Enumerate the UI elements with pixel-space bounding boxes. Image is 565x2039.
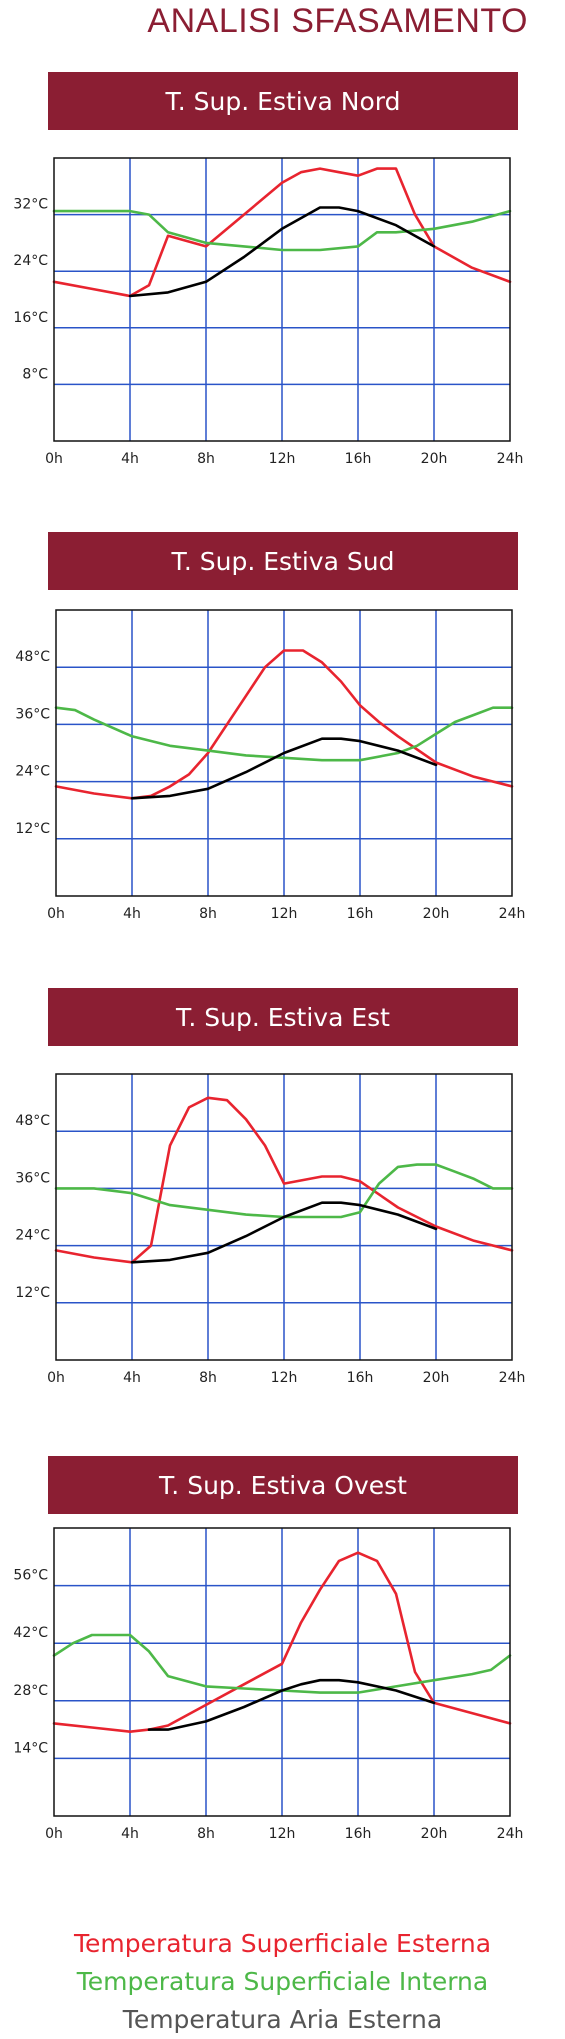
y-tick-label: 48°C [15, 1113, 50, 1129]
x-tick-label: 8h [199, 1370, 217, 1386]
chart-nord: 0h 4h 8h 12h 16h 20h 24h 8°C 16°C 24°C 32°C [13, 157, 524, 467]
legend-external-air: Temperatura Aria Esterna [122, 2005, 443, 2034]
x-tick-label: 8h [197, 451, 215, 467]
x-tick-label: 24h [499, 906, 526, 922]
plot-frame [55, 1073, 513, 1361]
x-tick-label: 0h [47, 906, 65, 922]
chart-title-ovest: T. Sup. Estiva Ovest [48, 1456, 518, 1514]
x-tick-label: 0h [45, 451, 63, 467]
chart-sud: 0h 4h 8h 12h 16h 20h 24h 12°C 24°C 36°C 48°C [15, 609, 526, 922]
series-line-external-surface [52, 1551, 512, 1733]
x-tick-label: 20h [423, 906, 450, 922]
series-line-external-air [130, 1201, 438, 1264]
x-tick-label: 20h [421, 1826, 448, 1842]
x-tick-label: 16h [347, 906, 374, 922]
x-tick-label: 24h [499, 1370, 526, 1386]
chart-ovest: 0h 4h 8h 12h 16h 20h 24h 14°C 28°C 42°C 56°C [13, 1527, 524, 1842]
x-tick-label: 8h [197, 1826, 215, 1842]
y-tick-label: 28°C [13, 1683, 48, 1699]
series-line-internal-surface [52, 209, 512, 252]
series-line-external-air [128, 206, 436, 298]
x-tick-label: 4h [123, 1370, 141, 1386]
y-tick-label: 16°C [13, 310, 48, 326]
x-tick-label: 16h [345, 451, 372, 467]
series-line-internal-surface [52, 1633, 512, 1694]
x-tick-label: 16h [347, 1370, 374, 1386]
legend-external-surface: Temperatura Superficiale Esterna [73, 1929, 492, 1958]
x-tick-label: 4h [121, 451, 139, 467]
x-tick-label: 20h [421, 451, 448, 467]
y-tick-label: 56°C [13, 1568, 48, 1584]
x-tick-label: 12h [269, 1826, 296, 1842]
y-tick-label: 48°C [15, 649, 50, 665]
chart-est: 0h 4h 8h 12h 16h 20h 24h 12°C 24°C 36°C 48°C [15, 1073, 526, 1386]
x-tick-label: 12h [269, 451, 296, 467]
y-tick-label: 24°C [15, 1228, 50, 1244]
legend: Temperatura Superficiale Esterna Tempera… [0, 1925, 565, 2039]
y-tick-label: 42°C [13, 1625, 48, 1641]
y-tick-label: 36°C [15, 706, 50, 722]
y-tick-label: 12°C [15, 1285, 50, 1301]
y-tick-label: 14°C [13, 1740, 48, 1756]
y-tick-label: 8°C [22, 366, 48, 382]
x-tick-label: 24h [497, 451, 524, 467]
y-tick-label: 24°C [15, 764, 50, 780]
x-tick-label: 20h [423, 1370, 450, 1386]
plot-frame [53, 157, 511, 442]
x-tick-label: 8h [199, 906, 217, 922]
plot-frame [53, 1527, 511, 1817]
x-tick-label: 4h [123, 906, 141, 922]
y-tick-label: 36°C [15, 1170, 50, 1186]
x-tick-label: 0h [47, 1370, 65, 1386]
x-tick-label: 4h [121, 1826, 139, 1842]
series-line-internal-surface [54, 1163, 514, 1219]
y-tick-label: 24°C [13, 253, 48, 269]
chart-title-nord: T. Sup. Estiva Nord [48, 72, 518, 130]
x-tick-label: 16h [345, 1826, 372, 1842]
series-line-external-surface [54, 1096, 514, 1264]
series-line-external-air [130, 737, 438, 800]
x-tick-label: 0h [45, 1826, 63, 1842]
chart-title-sud: T. Sup. Estiva Sud [48, 532, 518, 590]
legend-internal-surface: Temperatura Superficiale Interna [76, 1967, 489, 1996]
x-tick-label: 12h [271, 906, 298, 922]
y-tick-label: 12°C [15, 821, 50, 837]
x-tick-label: 24h [497, 1826, 524, 1842]
chart-title-est: T. Sup. Estiva Est [48, 988, 518, 1046]
series-line-external-surface [52, 167, 512, 298]
plot-frame [55, 609, 513, 897]
page-title: ANALISI SFASAMENTO [147, 2, 528, 40]
series-line-external-air [147, 1678, 436, 1731]
series-line-internal-surface [54, 706, 514, 762]
x-tick-label: 12h [271, 1370, 298, 1386]
y-tick-label: 32°C [13, 197, 48, 213]
